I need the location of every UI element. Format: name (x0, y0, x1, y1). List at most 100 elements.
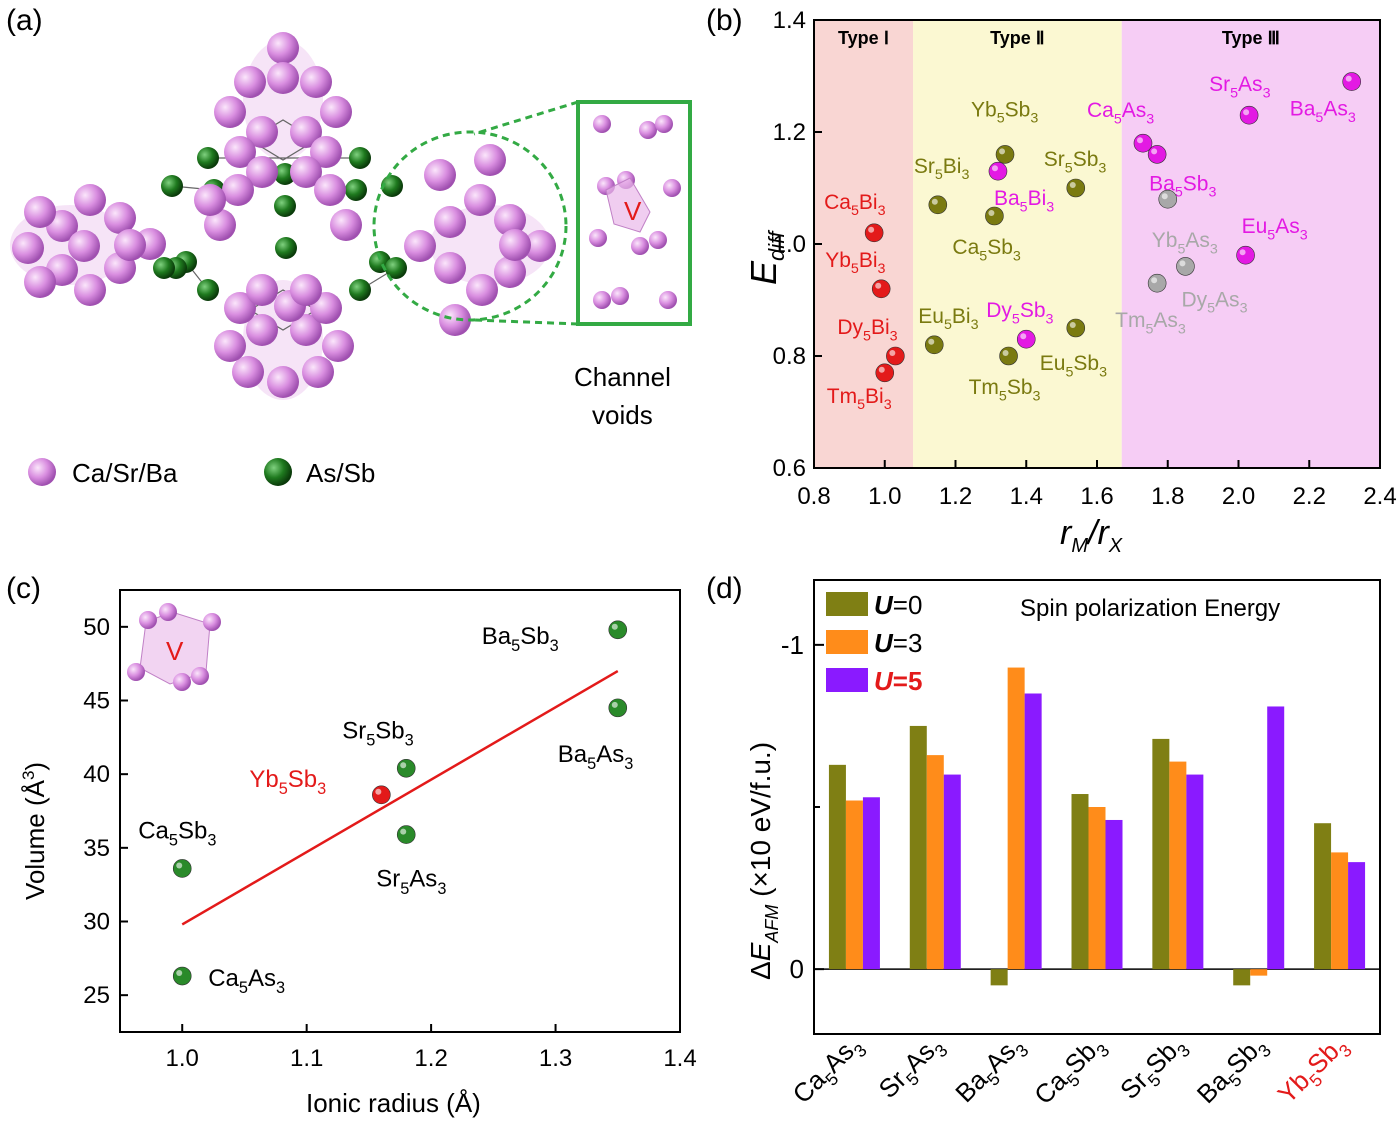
b-point-Dy5As3 (1176, 257, 1195, 276)
c-axes: 1.0 1.1 1.2 1.3 1.4 25 30 35 40 45 50 (83, 614, 696, 1072)
point-highlight (1069, 322, 1076, 328)
d-ytick-label: 0 (790, 954, 804, 984)
b-xtick-label: 1.8 (1151, 483, 1184, 510)
c-void-symbol: V (166, 636, 184, 666)
b-point-Eu5Sb3 (1066, 318, 1086, 338)
zoom-lines (473, 100, 579, 326)
b-point-label: Sr5Sb3 (1044, 148, 1107, 176)
point-highlight (1151, 277, 1158, 284)
b-point-label: Dy5Sb3 (986, 299, 1053, 327)
d-axes: 0 -1 (781, 630, 824, 984)
panel-d-label: (d) (706, 572, 743, 605)
d-bar-Sr5As3-U=5 (943, 774, 961, 970)
ca-sr-ba-atom (314, 174, 346, 206)
void-atom (659, 291, 677, 309)
ca-sr-ba-atom (322, 330, 354, 362)
ca-sr-ba-atom (224, 136, 256, 168)
b-point-Dy5Sb3 (1016, 329, 1036, 349)
ca-sr-ba-atom (246, 274, 278, 306)
c-point-label: Ba5Sb3 (482, 623, 559, 655)
d-category-label: Yb5Sb3 (1272, 1029, 1356, 1113)
point-highlight (1069, 182, 1076, 188)
panel-b: (b) Type Ⅰ Type Ⅱ Type Ⅲ Ca5Bi3 Yb5Bi3 Dy5Bi… (706, 4, 1397, 557)
void-symbol: V (624, 196, 642, 226)
c-ytick-label: 45 (83, 688, 110, 715)
b-point-label: Sr5Bi3 (914, 155, 970, 183)
d-category-label: Ba5Sb3 (1191, 1029, 1275, 1113)
b-scatter-points: Ca5Bi3 Yb5Bi3 Dy5Bi3 Tm5Bi3 Yb5Sb3 Sr5Bi3 Ca5S… (824, 72, 1361, 413)
type-region-label: Type Ⅱ (990, 28, 1045, 48)
b-point-label: Eu5As3 (1242, 215, 1308, 243)
c-ytick-label: 50 (83, 614, 110, 641)
point-highlight (375, 788, 382, 795)
b-point-label: Eu5Bi3 (918, 305, 978, 333)
point-highlight (1161, 193, 1168, 200)
d-legend-swatch (826, 668, 868, 692)
ca-sr-ba-atom (310, 136, 342, 168)
b-point-label: Ba5Bi3 (994, 187, 1054, 215)
d-category-label: Ca5As3 (787, 1029, 871, 1113)
b-point-label: Tm5As3 (1115, 309, 1186, 337)
c-point-label: Sr5As3 (376, 866, 446, 898)
point-highlight (999, 148, 1006, 155)
void-atom (639, 121, 657, 139)
b-ytick-label: 0.8 (773, 343, 806, 370)
c-xtick-label: 1.1 (290, 1045, 323, 1072)
d-category-label: Sr5Sb3 (1114, 1029, 1194, 1109)
b-xtick-label: 1.6 (1080, 483, 1113, 510)
ca-sr-ba-atom (267, 366, 299, 398)
b-point-label: Tm5Bi3 (827, 385, 892, 413)
void-atom (589, 229, 607, 247)
point-highlight (928, 338, 935, 345)
ca-sr-ba-atom (290, 314, 322, 346)
point-highlight (611, 623, 618, 630)
point-highlight (1243, 109, 1250, 116)
ca-sr-ba-atom (222, 174, 254, 206)
b-point-label: Ca5Bi3 (824, 191, 885, 219)
ca-sr-ba-atom (320, 96, 352, 128)
ca-sr-ba-atom (267, 62, 299, 94)
b-point-label: Yb5Bi3 (825, 249, 885, 277)
d-bar-Ba5Sb3-U=3 (1250, 969, 1268, 976)
ca-sr-ba-atom (234, 66, 266, 98)
b-point-Ba5As3 (1342, 72, 1361, 91)
c-ytick-label: 30 (83, 909, 110, 936)
d-legend-label: U=0 (874, 590, 922, 620)
point-highlight (875, 282, 882, 289)
b-ylabel: Ediff (743, 229, 789, 285)
d-bar-Ba5As3-U=3 (1007, 667, 1025, 970)
b-ytick-label: 1.0 (773, 231, 806, 258)
d-bar-Ca5As3-U=3 (845, 800, 863, 970)
b-point-label: Yb5As3 (1152, 229, 1218, 257)
c-xlabel: Ionic radius (Å) (306, 1088, 481, 1118)
d-bar-Ba5Sb3-U=5 (1267, 706, 1285, 970)
c-point-label: Ba5As3 (558, 741, 634, 773)
as-sb-atom (381, 175, 403, 197)
ca-sr-ba-atom (290, 116, 322, 148)
c-plot-frame (119, 589, 681, 1033)
c-ytick-label: 35 (83, 835, 110, 862)
b-point-Yb5As3 (1158, 189, 1178, 209)
b-xtick-label: 2.0 (1222, 483, 1255, 510)
ca-sr-ba-atom (74, 274, 106, 306)
b-point-label: Ca5As3 (1087, 99, 1154, 127)
d-bar-Ca5As3-U=0 (828, 764, 846, 970)
b-point-Tm5Sb3 (999, 346, 1018, 366)
b-point-label: Eu5Sb3 (1040, 352, 1107, 380)
type-regions: Type Ⅰ Type Ⅱ Type Ⅲ (814, 20, 1380, 468)
void-atom (611, 287, 629, 305)
ca-sr-ba-atom (12, 232, 44, 264)
point-highlight (868, 226, 875, 233)
ca-sr-ba-atom (214, 330, 246, 362)
point-highlight (1002, 350, 1009, 356)
point-highlight (1151, 148, 1158, 155)
ca-sr-ba-atom (104, 202, 136, 234)
b-point-Dy5Bi3 (886, 346, 905, 366)
c-ylabel: Volume (Å3) (19, 762, 50, 900)
as-sb-atom (275, 237, 297, 259)
ca-sr-ba-atom (267, 32, 299, 64)
point-highlight (1239, 249, 1246, 256)
ca-sr-ba-atom (424, 159, 456, 191)
point-highlight (400, 828, 407, 835)
